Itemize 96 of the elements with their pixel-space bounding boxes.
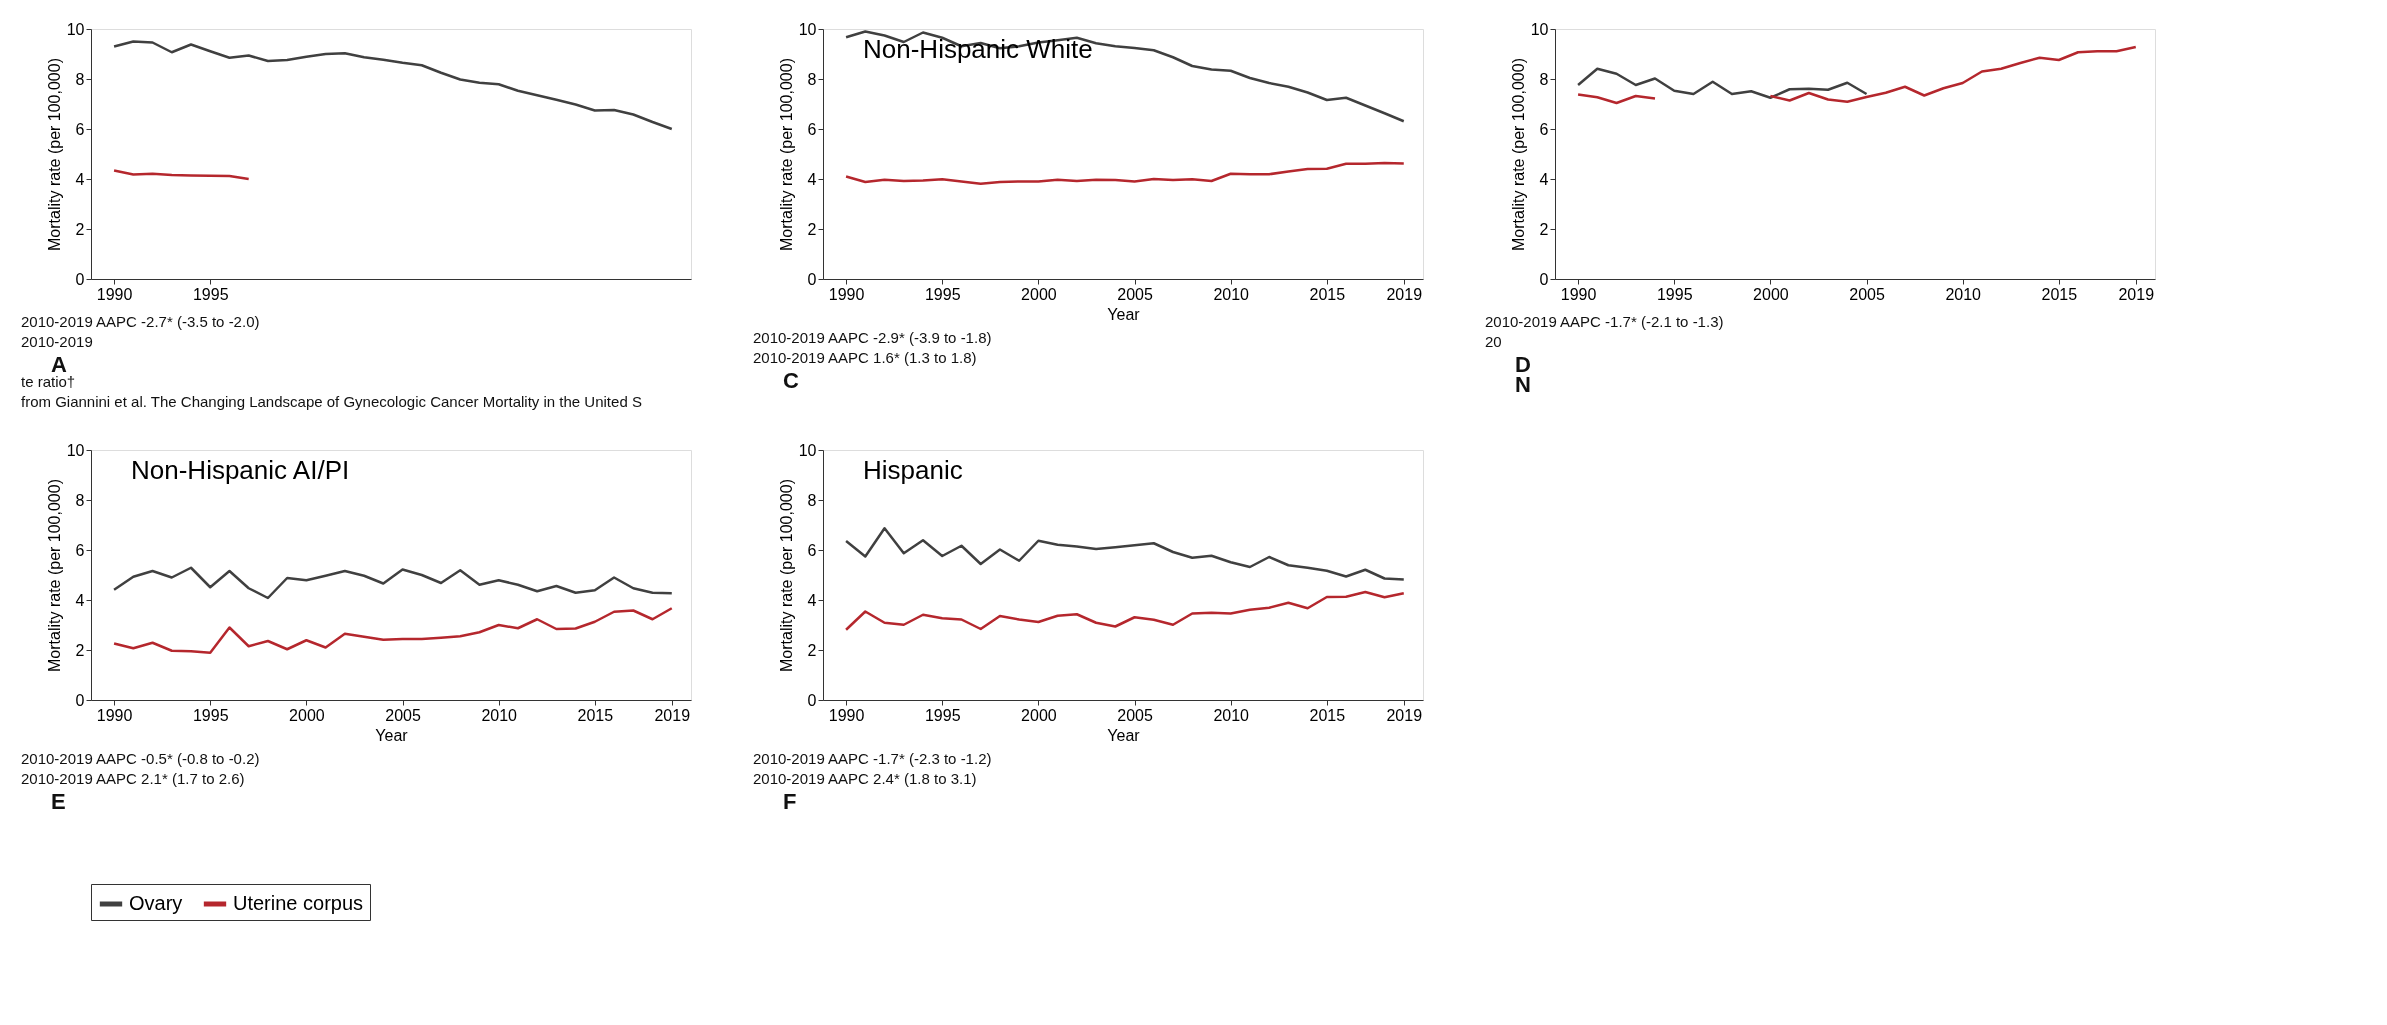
x-tick-label: 2019 xyxy=(1386,706,1423,724)
y-tick-label: 6 xyxy=(75,120,85,138)
y-tick-label: 10 xyxy=(1530,20,1549,38)
x-tick-label: 2015 xyxy=(1309,706,1346,724)
y-axis-title: Mortality rate (per 100,000) xyxy=(45,479,63,672)
x-tick-label: 1990 xyxy=(828,285,865,303)
chart-title: Non-Hispanic White xyxy=(863,34,1093,64)
line-series xyxy=(844,30,1406,123)
line-series xyxy=(1576,67,1868,99)
x-tick-label: 2005 xyxy=(1117,285,1153,303)
y-tick-label: 8 xyxy=(807,491,817,509)
y-tick-label: 2 xyxy=(807,641,817,659)
y-tick-label: 6 xyxy=(807,120,817,138)
y-tick-label: 10 xyxy=(66,20,85,38)
y-tick-label: 0 xyxy=(75,270,85,288)
x-axis-title: Year xyxy=(1107,305,1141,323)
text: from Giannini et al. The Changing Landscape of Gynecologic Cancer Mortality in the United S xyxy=(21,393,642,410)
y-axis-title: Mortality rate (per 100,000) xyxy=(777,58,795,251)
x-tick-label: 2000 xyxy=(289,706,325,724)
text: 2010-2019 AAPC -2.9* (-3.9 to -1.8) xyxy=(753,329,992,346)
text: 2010-2019 AAPC -0.5* (-0.8 to -0.2) xyxy=(21,750,260,767)
x-tick-label: 2005 xyxy=(1849,285,1885,303)
y-tick-label: 4 xyxy=(807,591,817,609)
y-tick-label: 2 xyxy=(1539,220,1549,238)
x-tick-label: 2010 xyxy=(1945,285,1982,303)
y-tick-label: 6 xyxy=(75,541,85,559)
y-tick-label: 6 xyxy=(807,541,817,559)
text: 2010-2019 AAPC -1.7* (-2.3 to -1.2) xyxy=(753,750,992,767)
y-axis-title: Mortality rate (per 100,000) xyxy=(777,479,795,672)
line-series xyxy=(844,590,1406,631)
text: 2010-2019 AAPC -2.7* (-3.5 to -2.0) xyxy=(21,313,260,330)
y-tick-label: 0 xyxy=(807,270,817,288)
y-tick-label: 2 xyxy=(75,220,85,238)
line-series xyxy=(844,527,1406,581)
x-axis-title: Year xyxy=(1107,726,1141,744)
x-axis-title: Year xyxy=(375,726,409,744)
line-series xyxy=(112,607,674,654)
line-series xyxy=(112,566,674,600)
text: E xyxy=(51,789,66,814)
legend-label: Ovary xyxy=(129,892,183,914)
x-tick-label: 2019 xyxy=(654,706,691,724)
y-tick-label: 10 xyxy=(798,20,817,38)
x-tick-label: 1995 xyxy=(192,706,229,724)
text: 2010-2019 AAPC -1.7* (-2.1 to -1.3) xyxy=(1485,313,1724,330)
y-tick-label: 8 xyxy=(75,491,85,509)
chart-title: Hispanic xyxy=(863,455,963,485)
y-tick-label: 0 xyxy=(1539,270,1549,288)
y-tick-label: 10 xyxy=(66,441,85,459)
x-tick-label: 2010 xyxy=(1213,285,1250,303)
y-tick-label: 6 xyxy=(1539,120,1549,138)
x-tick-label: 2005 xyxy=(1117,706,1153,724)
y-tick-label: 4 xyxy=(1539,170,1549,188)
text: 2010-2019 AAPC 2.4* (1.8 to 3.1) xyxy=(753,770,977,787)
legend-label: Uterine corpus xyxy=(233,892,364,914)
x-tick-label: 1990 xyxy=(96,706,133,724)
y-axis-title: Mortality rate (per 100,000) xyxy=(1509,58,1527,251)
x-tick-label: 2010 xyxy=(1213,706,1250,724)
y-tick-label: 2 xyxy=(807,220,817,238)
x-tick-label: 1990 xyxy=(1560,285,1597,303)
line-series xyxy=(112,40,674,131)
text: C xyxy=(783,368,799,393)
y-tick-label: 4 xyxy=(75,170,85,188)
line-series xyxy=(844,161,1406,185)
x-tick-label: 2000 xyxy=(1753,285,1789,303)
x-tick-label: 2010 xyxy=(481,706,518,724)
x-tick-label: 2005 xyxy=(385,706,421,724)
x-tick-label: 2015 xyxy=(577,706,614,724)
x-tick-label: 2019 xyxy=(2118,285,2155,303)
x-tick-label: 1995 xyxy=(924,706,961,724)
text: 2010-2019 xyxy=(21,333,93,350)
x-tick-label: 1995 xyxy=(1656,285,1693,303)
x-tick-label: 1990 xyxy=(828,706,865,724)
x-tick-label: 2015 xyxy=(1309,285,1346,303)
y-tick-label: 2 xyxy=(75,641,85,659)
y-tick-label: 0 xyxy=(75,691,85,709)
x-tick-label: 2019 xyxy=(1386,285,1423,303)
text: 20 xyxy=(1485,333,1502,350)
y-axis-title: Mortality rate (per 100,000) xyxy=(45,58,63,251)
y-tick-label: 8 xyxy=(1539,70,1549,88)
y-tick-label: 4 xyxy=(75,591,85,609)
x-tick-label: 2000 xyxy=(1021,285,1057,303)
y-tick-label: 4 xyxy=(807,170,817,188)
x-tick-label: 2000 xyxy=(1021,706,1057,724)
text: F xyxy=(783,789,797,814)
text: 2010-2019 AAPC 1.6* (1.3 to 1.8) xyxy=(753,349,977,366)
x-tick-label: 1990 xyxy=(96,285,133,303)
line-series xyxy=(112,169,250,181)
y-tick-label: 8 xyxy=(807,70,817,88)
x-tick-label: 1995 xyxy=(192,285,229,303)
chart-title: Non-Hispanic AI/PI xyxy=(131,455,350,485)
y-tick-label: 0 xyxy=(807,691,817,709)
x-tick-label: 2015 xyxy=(2041,285,2078,303)
y-tick-label: 10 xyxy=(798,441,817,459)
x-tick-label: 1995 xyxy=(924,285,961,303)
y-tick-label: 8 xyxy=(75,70,85,88)
text: 2010-2019 AAPC 2.1* (1.7 to 2.6) xyxy=(21,770,245,787)
